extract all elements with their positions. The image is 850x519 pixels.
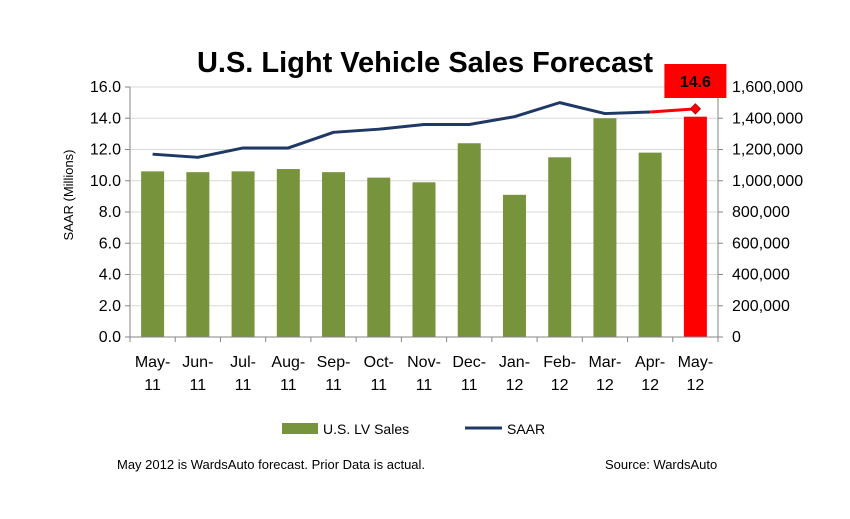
category-label-month: Jun-: [182, 354, 213, 371]
left-tick-label: 6.0: [99, 235, 121, 252]
right-tick-label: 0: [732, 329, 741, 346]
saar-forecast-segment: [650, 107, 696, 114]
legend-swatch-sales: [282, 423, 318, 434]
category-label-month: May-: [135, 354, 171, 371]
category-label-month: Mar-: [588, 354, 621, 371]
bar: [457, 143, 481, 337]
category-label-year: 12: [551, 377, 569, 394]
category-label-year: 11: [461, 377, 478, 394]
bar-series: [141, 116, 707, 337]
right-tick-label: 1,400,000: [732, 110, 803, 127]
bar: [186, 172, 210, 337]
bar: [412, 182, 436, 337]
callout-label: 14.6: [680, 74, 711, 91]
legend-label-sales: U.S. LV Sales: [323, 421, 409, 437]
category-label-year: 12: [506, 377, 524, 394]
right-axis-ticks: 0 200,000 400,000 600,000 800,000 1,000,000 1,…: [732, 79, 803, 346]
category-label-year: 11: [280, 377, 297, 394]
left-tick-label: 10.0: [90, 173, 121, 190]
left-tick-label: 0.0: [99, 329, 121, 346]
category-label-year: 12: [686, 377, 704, 394]
legend: U.S. LV Sales SAAR: [282, 421, 545, 437]
category-label-month: Sep-: [317, 354, 351, 371]
bar: [231, 171, 255, 337]
bar: [276, 169, 300, 337]
category-label-month: Feb-: [543, 354, 576, 371]
category-label-year: 11: [190, 377, 207, 394]
category-label-month: Oct-: [364, 354, 394, 371]
category-label-month: Nov-: [407, 354, 441, 371]
category-label-year: 11: [325, 377, 342, 394]
category-label-month: Apr-: [635, 354, 665, 371]
category-label-year: 11: [416, 377, 433, 394]
right-tick-label: 800,000: [732, 204, 790, 221]
category-label-month: Jan-: [499, 354, 530, 371]
bar: [638, 152, 662, 337]
axes: [125, 86, 723, 342]
footer-source: Source: WardsAuto: [605, 457, 717, 472]
category-label-year: 11: [235, 377, 252, 394]
category-label-month: May-: [678, 354, 714, 371]
left-tick-label: 12.0: [90, 142, 121, 159]
chart-title: U.S. Light Vehicle Sales Forecast: [197, 47, 653, 79]
legend-label-saar: SAAR: [507, 421, 545, 437]
left-tick-label: 16.0: [90, 79, 121, 96]
left-tick-label: 14.0: [90, 110, 121, 127]
left-tick-label: 8.0: [99, 204, 121, 221]
category-label-month: Aug-: [271, 354, 305, 371]
forecast-callout: 14.6: [664, 64, 727, 98]
category-label-year: 12: [641, 377, 659, 394]
saar-line: [152, 101, 651, 159]
bar: [683, 116, 707, 337]
line-series: [152, 101, 702, 159]
right-tick-label: 1,000,000: [732, 173, 803, 190]
category-label-year: 11: [370, 377, 387, 394]
bar: [593, 118, 617, 337]
right-tick-label: 600,000: [732, 235, 790, 252]
right-tick-label: 400,000: [732, 267, 790, 284]
left-axis-ticks: 0.0 2.0 4.0 6.0 8.0 10.0 12.0 14.0 16.0: [90, 79, 121, 346]
bar: [502, 194, 526, 337]
right-tick-label: 1,200,000: [732, 142, 803, 159]
bar: [367, 177, 391, 337]
bar: [322, 172, 346, 337]
left-tick-label: 2.0: [99, 298, 121, 315]
right-tick-label: 200,000: [732, 298, 790, 315]
category-label-month: Jul-: [230, 354, 256, 371]
left-tick-label: 4.0: [99, 267, 121, 284]
footer-note: May 2012 is WardsAuto forecast. Prior Da…: [117, 457, 425, 472]
bar: [548, 157, 572, 337]
category-label-month: Dec-: [452, 354, 486, 371]
category-label-year: 12: [596, 377, 614, 394]
bar: [141, 171, 165, 337]
category-labels: May- 11 Jun- 11 Jul- 11 Aug- 11 Sep- 11 Oct- 11 Nov-…: [135, 354, 713, 394]
callout-box: [664, 64, 727, 98]
category-label-year: 11: [144, 377, 161, 394]
right-tick-label: 1,600,000: [732, 79, 803, 96]
saar-forecast-marker: [689, 103, 702, 115]
y-axis-label: SAAR (Millions): [61, 149, 76, 240]
